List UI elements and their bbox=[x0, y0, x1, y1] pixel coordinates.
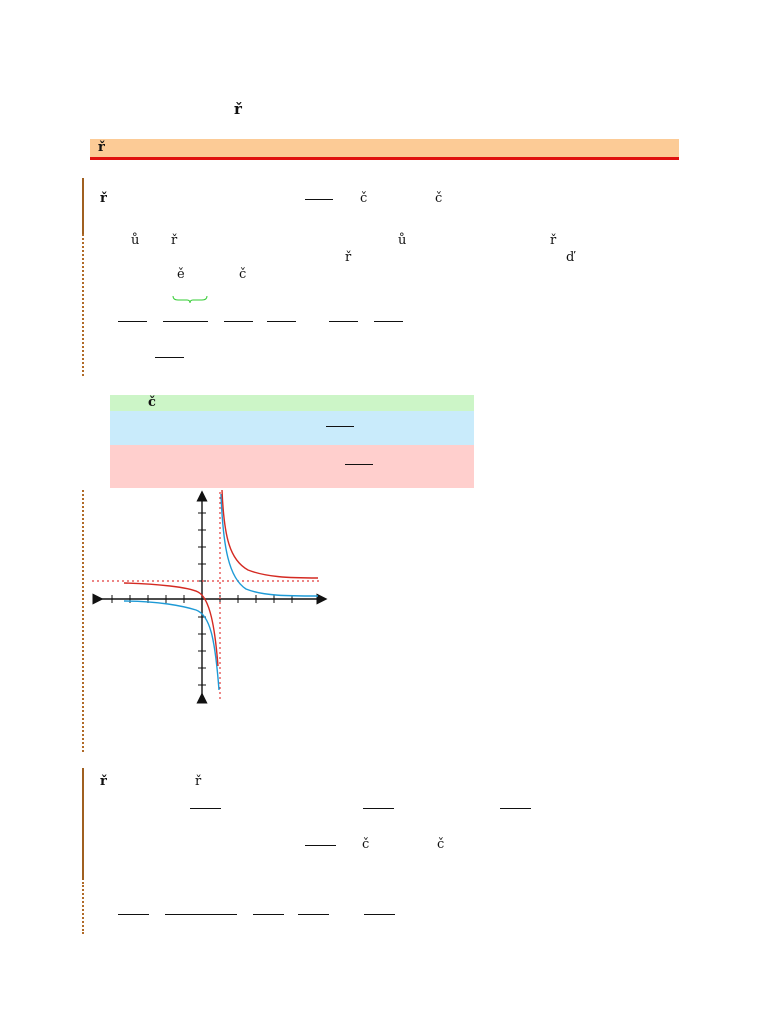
fraction-bar bbox=[305, 845, 336, 846]
red-curve-left bbox=[123, 582, 219, 667]
underbrace-mark bbox=[172, 295, 208, 304]
fraction-bar bbox=[224, 321, 253, 322]
summary-row-green: č bbox=[110, 395, 474, 411]
fraction-bar bbox=[500, 808, 531, 809]
example-2-intro-glyph: ř bbox=[100, 774, 107, 789]
fraction-bar bbox=[345, 464, 373, 465]
example-2-text-glyph: č bbox=[362, 837, 370, 852]
fraction-bar bbox=[364, 914, 395, 915]
box-rule-dotted bbox=[82, 882, 84, 934]
example-1-intro-glyph: ř bbox=[100, 191, 107, 206]
y-ticks bbox=[198, 512, 206, 686]
summary-table: č bbox=[110, 395, 474, 488]
fraction-bar bbox=[163, 321, 208, 322]
fraction-bar bbox=[155, 357, 184, 358]
example-2-intro-glyph: ř bbox=[195, 774, 202, 789]
example-1-text-glyph: ř bbox=[345, 250, 352, 265]
summary-row-red bbox=[110, 445, 474, 488]
fraction-bar bbox=[326, 426, 354, 427]
example-1-text-glyph: ř bbox=[550, 233, 557, 248]
example-1-text-glyph: ů bbox=[398, 233, 407, 248]
example-1-text-glyph: ř bbox=[171, 233, 178, 248]
fraction-bar bbox=[267, 321, 296, 322]
fraction-bar bbox=[190, 808, 221, 809]
example-1-intro-glyph: č bbox=[360, 191, 368, 206]
summary-row-blue bbox=[110, 411, 474, 445]
fraction-bar bbox=[165, 914, 237, 915]
example-1-intro-glyph: č bbox=[435, 191, 443, 206]
example-1-text-glyph: ď bbox=[566, 250, 575, 265]
fraction-bar bbox=[118, 914, 149, 915]
example-1-box: ř č č ů ř ů ř ř ď ě č bbox=[0, 0, 768, 390]
example-1-text-glyph: ě bbox=[177, 267, 185, 282]
fraction-bar bbox=[118, 321, 147, 322]
heading-glyph: ř bbox=[234, 100, 242, 118]
section-banner: ř bbox=[90, 139, 679, 160]
fraction-bar bbox=[363, 808, 394, 809]
fraction-bar bbox=[298, 914, 329, 915]
blue-curve-right bbox=[220, 493, 319, 597]
blue-curve-left bbox=[123, 600, 220, 691]
fraction-bar bbox=[329, 321, 358, 322]
summary-row-glyph: č bbox=[148, 395, 156, 410]
banner-glyph: ř bbox=[98, 140, 105, 155]
graph-box-rule bbox=[82, 490, 84, 752]
fraction-bar bbox=[374, 321, 403, 322]
box-rule-dotted bbox=[82, 234, 84, 376]
fraction-bar bbox=[253, 914, 284, 915]
red-curve-right bbox=[221, 489, 319, 579]
box-rule-solid bbox=[82, 768, 84, 880]
example-1-text-glyph: ů bbox=[131, 233, 140, 248]
box-rule-solid bbox=[82, 178, 84, 234]
example-1-text-glyph: č bbox=[239, 267, 247, 282]
example-2-text-glyph: č bbox=[437, 837, 445, 852]
hyperbola-graph bbox=[88, 488, 328, 708]
page-heading: ř bbox=[0, 95, 768, 125]
fraction-bar bbox=[305, 199, 333, 200]
